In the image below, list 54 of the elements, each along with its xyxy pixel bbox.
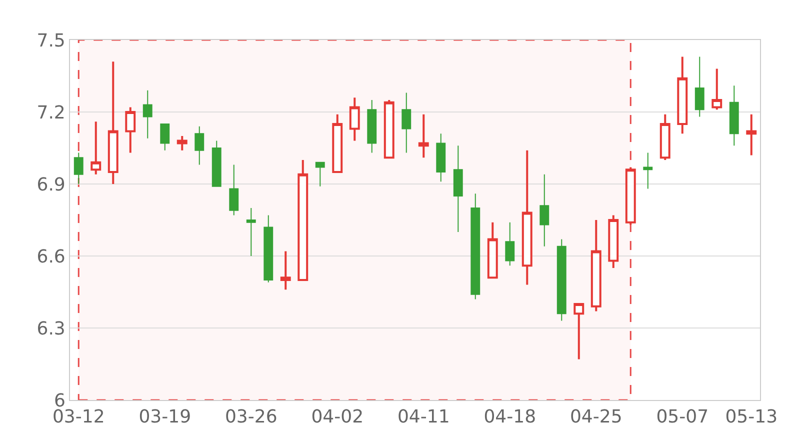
candlestick <box>349 96 360 142</box>
candlestick <box>746 113 757 156</box>
candlestick <box>142 90 152 139</box>
x-tick-label: 03-19 <box>138 406 192 428</box>
candlestick <box>694 56 704 118</box>
candlestick <box>402 92 412 154</box>
candlestick <box>660 113 670 161</box>
candlestick <box>125 106 136 154</box>
y-tick-label: 6.3 <box>36 318 66 340</box>
candlestick <box>505 222 515 266</box>
candlestick <box>229 164 239 216</box>
candlestick <box>487 221 498 279</box>
candlestick <box>194 126 204 166</box>
x-tick-label: 04-25 <box>570 406 622 428</box>
candlestick <box>470 193 480 300</box>
candlestick <box>367 100 377 154</box>
x-tick-label: 04-02 <box>311 406 364 428</box>
y-tick-label: 6.6 <box>36 246 66 268</box>
candlestick <box>677 56 688 135</box>
candlestick <box>280 250 291 291</box>
candlestick <box>522 149 532 286</box>
candlestick <box>212 140 222 187</box>
candlestick <box>556 238 566 322</box>
candlestick <box>643 152 653 190</box>
x-tick-label: 05-07 <box>656 406 709 428</box>
y-tick-label: 6.9 <box>36 174 66 196</box>
y-tick-label: 7.2 <box>36 102 66 124</box>
x-tick-label: 05-13 <box>725 406 778 428</box>
candlestick <box>625 166 636 226</box>
candlestick <box>108 60 118 185</box>
candlestick <box>246 208 256 256</box>
y-tick-label: 7.5 <box>36 30 66 52</box>
candlestick <box>418 113 429 159</box>
candlestick <box>712 68 722 111</box>
candlestick <box>574 303 584 360</box>
candlestick <box>90 120 102 176</box>
candlestick <box>74 152 84 184</box>
x-tick-label: 03-12 <box>52 406 105 428</box>
candlestick <box>384 99 394 159</box>
candlestick <box>264 214 274 283</box>
candlestick <box>436 133 446 182</box>
candlestick <box>332 113 343 173</box>
candlestick <box>176 135 188 152</box>
candlestick <box>315 162 325 187</box>
x-tick-label: 04-11 <box>397 406 450 428</box>
candlestick <box>590 219 602 312</box>
candlestick <box>160 124 170 151</box>
candlestick <box>608 214 619 269</box>
candlestick <box>729 85 739 146</box>
candlestick <box>540 174 550 247</box>
candlestick <box>298 159 308 281</box>
candlestick <box>453 145 463 232</box>
x-tick-label: 03-26 <box>224 406 278 428</box>
x-tick-label: 04-18 <box>484 406 536 428</box>
